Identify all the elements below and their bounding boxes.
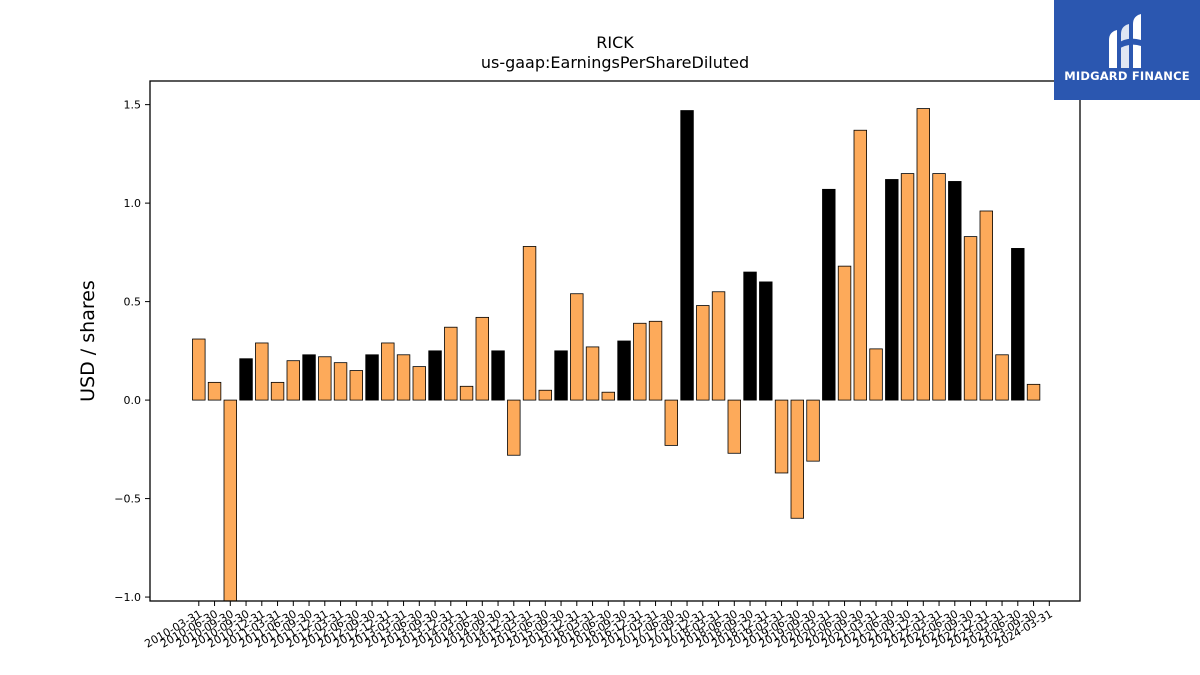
y-axis-label: USD / shares — [77, 280, 99, 402]
bar — [444, 326, 458, 401]
bar — [822, 188, 836, 401]
bar — [932, 173, 946, 401]
bar — [948, 181, 962, 401]
bar — [349, 370, 364, 401]
bar — [759, 281, 773, 401]
midgard-logo-icon — [1109, 14, 1141, 68]
bar — [286, 360, 301, 401]
bar — [633, 322, 647, 401]
bar — [239, 358, 253, 401]
y-tick-label: −0.5 — [114, 493, 141, 506]
bar — [774, 399, 789, 474]
bar — [585, 346, 600, 401]
bar — [648, 320, 663, 401]
bar — [790, 399, 805, 519]
bar — [538, 389, 553, 401]
bar — [396, 354, 411, 401]
chart-subtitle: us-gaap:EarningsPerShareDiluted — [481, 53, 749, 72]
y-tick-label: 0.5 — [124, 296, 142, 309]
chart-title: RICK — [596, 33, 634, 52]
bar — [727, 399, 742, 454]
brand-logo: MIDGARD FINANCE — [1054, 0, 1200, 100]
bar — [696, 305, 710, 401]
bar — [916, 108, 931, 401]
y-tick-label: 1.0 — [124, 197, 142, 210]
bar — [522, 246, 537, 401]
bar — [302, 354, 316, 401]
bar — [680, 110, 694, 401]
bar — [507, 399, 521, 456]
bar — [428, 350, 442, 401]
bar — [475, 316, 490, 401]
bar — [743, 271, 757, 401]
bar — [491, 350, 505, 401]
bar — [333, 362, 348, 401]
bar — [995, 354, 1009, 401]
bar — [365, 354, 379, 401]
bar — [318, 356, 332, 401]
y-tick-label: 0.0 — [124, 394, 142, 407]
bar — [255, 342, 269, 401]
plot-frame — [149, 80, 1081, 602]
bar — [412, 366, 427, 401]
brand-name: MIDGARD FINANCE — [1064, 69, 1190, 83]
bar — [270, 381, 285, 401]
y-tick-label: 1.5 — [124, 99, 142, 112]
bar — [853, 129, 868, 401]
bar — [664, 399, 679, 446]
bar — [381, 342, 395, 401]
bar — [601, 391, 616, 401]
bar — [192, 338, 206, 401]
bar — [837, 265, 852, 401]
bar — [900, 173, 915, 401]
bar — [979, 210, 994, 401]
bar — [885, 179, 899, 401]
bar — [207, 381, 222, 401]
bar — [223, 399, 238, 602]
y-tick-label: −1.0 — [114, 591, 141, 604]
bar — [1011, 248, 1025, 401]
bar — [1026, 383, 1041, 401]
y-ticks-group: −1.0 −0.5 0.0 0.5 1.0 1.5 — [114, 99, 150, 604]
bar — [963, 236, 978, 401]
bar — [554, 350, 568, 401]
bar — [617, 340, 631, 401]
bar — [459, 385, 474, 401]
bars-group — [192, 108, 1041, 602]
bar — [869, 348, 883, 401]
bar — [711, 291, 726, 401]
x-ticks-group: 2010-03-312010-06-302010-09-302010-09-30… — [142, 601, 1055, 651]
bar — [570, 293, 584, 401]
bar — [806, 399, 820, 462]
